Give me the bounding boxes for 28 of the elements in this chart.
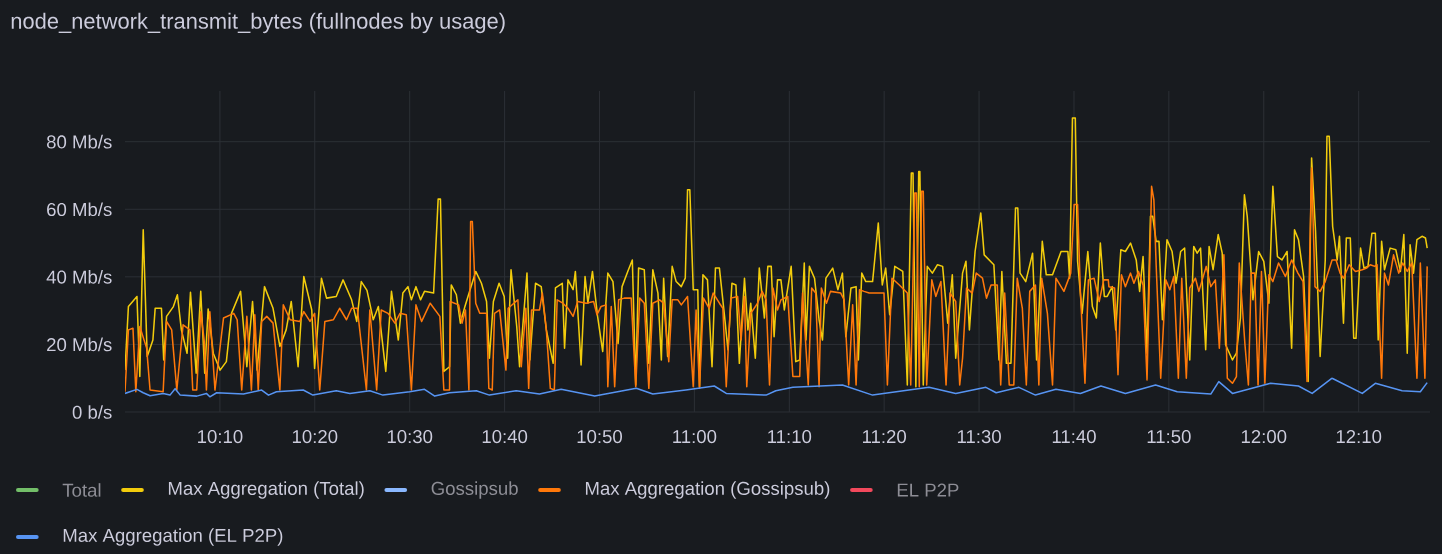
y-tick-label: 0 b/s	[72, 405, 112, 419]
x-tick-label: 12:10	[1336, 430, 1382, 444]
x-tick-label: 10:50	[577, 430, 623, 444]
legend-label: Total	[62, 483, 101, 497]
legend-label: Max Aggregation (Gossipsub)	[585, 481, 830, 499]
x-tick-label: 11:30	[957, 430, 1001, 444]
x-tick-label: 10:20	[292, 430, 338, 444]
x-tick-label: 10:30	[387, 430, 433, 444]
y-tick-label: 60 Mb/s	[47, 202, 112, 217]
x-tick-label: 10:10	[198, 430, 243, 444]
legend-label: Max Aggregation (Total)	[168, 481, 364, 499]
x-tick-label: 11:20	[862, 430, 907, 444]
x-tick-label: 12:00	[1241, 430, 1287, 444]
legend-label: Max Aggregation (EL P2P)	[63, 528, 283, 546]
y-tick-label: 40 Mb/s	[46, 270, 112, 284]
line-series	[125, 117, 1428, 388]
chart-title: node_network_transmit_bytes (fullnodes by usage)	[11, 12, 505, 34]
x-tick-label: 11:00	[673, 430, 717, 444]
x-tick-label: 10:40	[482, 430, 528, 444]
legend-label: EL P2P	[897, 483, 959, 497]
x-tick-label: 11:40	[1052, 430, 1096, 444]
y-tick-label: 20 Mb/s	[47, 337, 112, 352]
y-tick-label: 80 Mb/s	[46, 134, 112, 149]
legend-label: Gossipsub	[431, 481, 518, 499]
x-tick-label: 11:50	[1147, 430, 1191, 444]
x-tick-label: 11:10	[768, 430, 812, 444]
line-series	[125, 167, 1428, 393]
line-series	[125, 377, 1428, 398]
